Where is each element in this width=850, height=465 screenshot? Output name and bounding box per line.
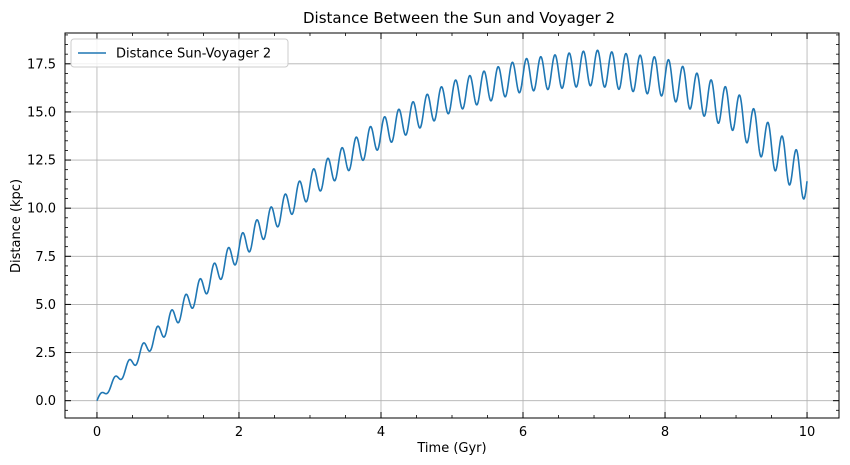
y-tick-label: 10.0 xyxy=(27,202,56,217)
y-tick-label: 17.5 xyxy=(27,57,56,72)
chart-title: Distance Between the Sun and Voyager 2 xyxy=(303,9,615,27)
x-tick-label: 10 xyxy=(799,425,816,440)
x-tick-label: 2 xyxy=(235,425,243,440)
legend-box xyxy=(70,38,289,68)
series-line xyxy=(96,49,808,401)
grid xyxy=(65,33,839,418)
x-axis-label: Time (Gyr) xyxy=(416,441,486,456)
x-tick-label: 6 xyxy=(519,425,527,440)
x-tick-label: 0 xyxy=(93,425,101,440)
y-tick-label: 0.0 xyxy=(35,394,56,409)
y-tick-label: 2.5 xyxy=(35,346,56,361)
x-tick-label: 8 xyxy=(661,425,669,440)
series-layer xyxy=(96,49,808,401)
y-tick-label: 15.0 xyxy=(27,105,56,120)
legend-label: Distance Sun-Voyager 2 xyxy=(116,47,271,62)
plot-frame xyxy=(64,32,840,419)
y-tick-label: 7.5 xyxy=(35,250,56,265)
y-axis-label: Distance (kpc) xyxy=(9,179,24,273)
y-tick-label: 5.0 xyxy=(35,298,56,313)
x-tick-label: 4 xyxy=(377,425,385,440)
y-tick-label: 12.5 xyxy=(27,154,56,169)
legend: Distance Sun-Voyager 2 xyxy=(70,38,289,68)
ticks: 0 2 4 6 8 10 0.0 2.5 5.0 7.5 10.0 12.5 15.0 17.5 xyxy=(27,33,839,440)
